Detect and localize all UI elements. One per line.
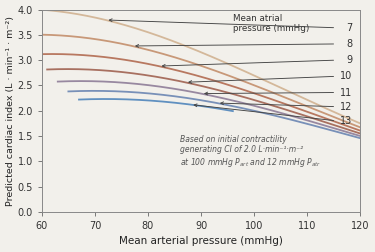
- Text: 8: 8: [346, 39, 352, 49]
- Text: 13: 13: [340, 116, 352, 126]
- Text: 9: 9: [346, 55, 352, 65]
- X-axis label: Mean arterial pressure (mmHg): Mean arterial pressure (mmHg): [119, 236, 283, 246]
- Text: Based on initial contractility
generating CI of 2.0 L·min⁻¹·m⁻²
at 100 mmHg P$_{: Based on initial contractility generatin…: [180, 135, 321, 169]
- Text: 7: 7: [346, 23, 352, 33]
- Y-axis label: Predicted cardiac index (L · min⁻¹ · m⁻²): Predicted cardiac index (L · min⁻¹ · m⁻²…: [6, 16, 15, 206]
- Text: 10: 10: [340, 71, 352, 81]
- Text: Mean atrial
pressure (mmHg): Mean atrial pressure (mmHg): [233, 14, 309, 33]
- Text: 12: 12: [340, 102, 352, 112]
- Text: 11: 11: [340, 87, 352, 98]
